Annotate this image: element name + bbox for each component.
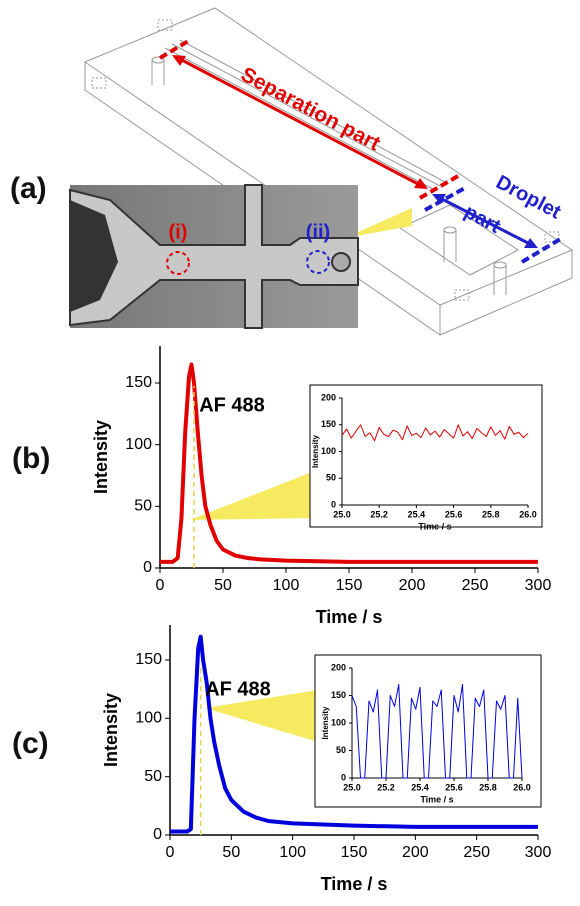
y-tick-label: 100 xyxy=(125,436,152,453)
panel-label: (b) xyxy=(12,442,50,475)
droplet-label: Droplet xyxy=(492,171,564,223)
point-ii-label: (ii) xyxy=(306,221,330,243)
y-axis-label: Intensity xyxy=(321,706,330,739)
x-tick-label: 300 xyxy=(525,844,552,861)
y-tick-label: 100 xyxy=(321,446,336,456)
x-axis-label: Time / s xyxy=(321,874,388,894)
x-tick-label: 25.2 xyxy=(377,783,395,793)
series-line xyxy=(351,684,523,779)
x-tick-label: 150 xyxy=(341,844,368,861)
x-tick-label: 200 xyxy=(402,844,429,861)
x-tick-label: 300 xyxy=(525,577,552,594)
part-label: part xyxy=(460,201,504,238)
x-tick-label: 250 xyxy=(463,844,490,861)
x-tick-label: 26.0 xyxy=(519,510,537,520)
x-tick-label: 25.4 xyxy=(411,783,429,793)
y-tick-label: 150 xyxy=(321,419,336,429)
y-tick-label: 0 xyxy=(153,826,162,843)
x-tick-label: 25.2 xyxy=(370,510,388,520)
micrograph xyxy=(69,184,359,329)
point-i-label: (i) xyxy=(169,221,188,243)
x-tick-label: 100 xyxy=(279,844,306,861)
y-tick-label: 200 xyxy=(321,392,336,402)
x-tick-label: 200 xyxy=(399,577,426,594)
x-tick-label: 25.8 xyxy=(479,783,497,793)
x-tick-label: 25.6 xyxy=(445,510,463,520)
y-tick-label: 0 xyxy=(143,559,152,576)
series-line xyxy=(341,424,529,442)
y-tick-label: 50 xyxy=(134,498,152,515)
zoom-wedge xyxy=(205,690,318,742)
zoom-wedge xyxy=(345,208,412,238)
panel-label: (a) xyxy=(10,172,47,205)
x-axis-label: Time / s xyxy=(316,607,383,627)
y-tick-label: 50 xyxy=(336,745,346,755)
x-tick-label: 26.0 xyxy=(513,783,531,793)
y-axis-label: Intensity xyxy=(91,420,111,494)
separation-label: Separation part xyxy=(237,63,384,156)
zoom-wedge xyxy=(190,472,312,520)
y-axis-label: Intensity xyxy=(311,435,320,468)
y-tick-label: 100 xyxy=(331,717,346,727)
x-tick-label: 100 xyxy=(273,577,300,594)
y-axis-label: Intensity xyxy=(101,693,121,767)
x-tick-label: 0 xyxy=(156,577,165,594)
y-tick-label: 100 xyxy=(135,710,162,727)
separation-arrow xyxy=(158,38,460,200)
x-tick-label: 25.0 xyxy=(333,510,351,520)
x-tick-label: 25.4 xyxy=(408,510,426,520)
x-axis-label: Time / s xyxy=(418,521,451,531)
x-tick-label: 150 xyxy=(336,577,363,594)
x-tick-label: 25.6 xyxy=(445,783,463,793)
inset-frame xyxy=(309,384,543,528)
y-tick-label: 0 xyxy=(331,499,336,509)
x-tick-label: 50 xyxy=(222,844,240,861)
y-tick-label: 150 xyxy=(331,690,346,700)
y-tick-label: 0 xyxy=(341,772,346,782)
x-tick-label: 50 xyxy=(214,577,232,594)
x-tick-label: 25.0 xyxy=(343,783,361,793)
inset-frame xyxy=(314,654,542,808)
y-tick-label: 50 xyxy=(326,473,336,483)
x-axis-label: Time / s xyxy=(420,794,453,804)
y-tick-label: 150 xyxy=(135,651,162,668)
series-line xyxy=(160,362,538,564)
x-tick-label: 250 xyxy=(462,577,489,594)
series-line xyxy=(170,634,538,834)
x-tick-label: 25.8 xyxy=(482,510,500,520)
x-tick-label: 0 xyxy=(166,844,175,861)
annotation: AF 488 xyxy=(205,678,271,700)
y-tick-label: 150 xyxy=(125,374,152,391)
y-tick-label: 200 xyxy=(331,662,346,672)
panel-label: (c) xyxy=(12,727,49,760)
droplet-arrow xyxy=(424,186,564,264)
y-tick-label: 50 xyxy=(144,768,162,785)
annotation: AF 488 xyxy=(199,394,265,416)
